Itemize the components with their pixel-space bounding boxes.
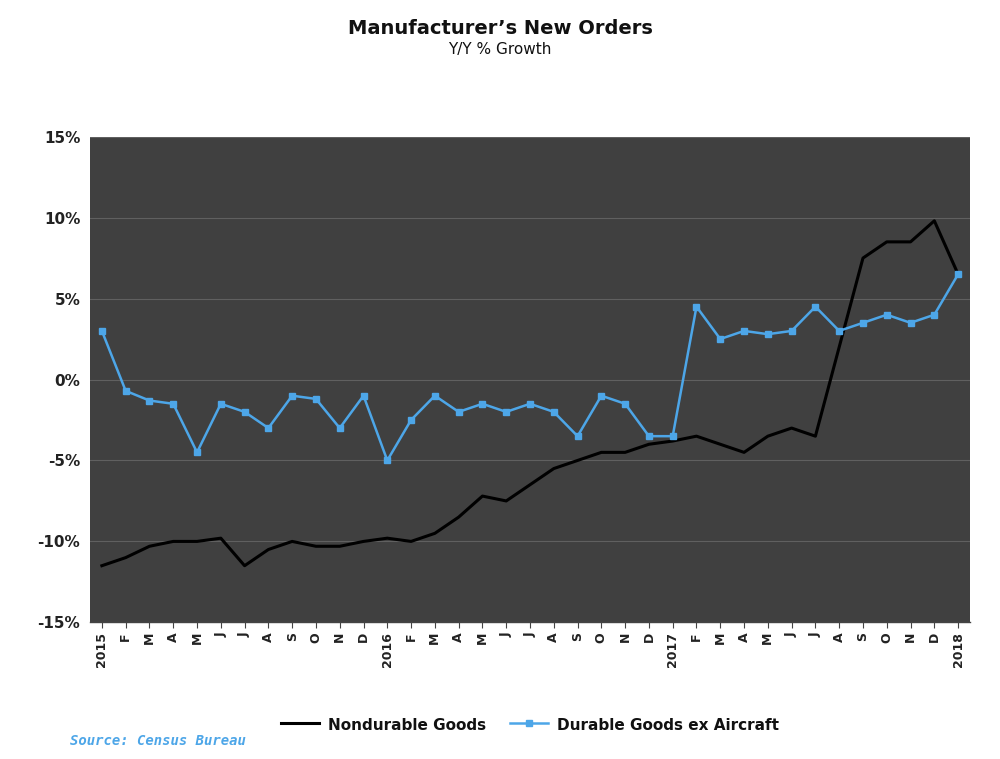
Durable Goods ex Aircraft [619, 399, 631, 408]
Nondurable Goods [334, 542, 346, 551]
Durable Goods ex Aircraft [857, 318, 869, 327]
Durable Goods ex Aircraft [215, 399, 227, 408]
Nondurable Goods [786, 424, 798, 433]
Durable Goods ex Aircraft [809, 302, 821, 311]
Text: Source: Census Bureau: Source: Census Bureau [70, 734, 246, 748]
Durable Goods ex Aircraft [643, 432, 655, 441]
Durable Goods ex Aircraft [905, 318, 917, 327]
Nondurable Goods [619, 448, 631, 457]
Nondurable Goods [952, 269, 964, 279]
Nondurable Goods [405, 537, 417, 546]
Nondurable Goods [572, 456, 584, 465]
Nondurable Goods [905, 238, 917, 247]
Nondurable Goods [524, 480, 536, 490]
Nondurable Goods [310, 542, 322, 551]
Nondurable Goods [191, 537, 203, 546]
Durable Goods ex Aircraft [524, 399, 536, 408]
Line: Nondurable Goods: Nondurable Goods [102, 221, 958, 565]
Durable Goods ex Aircraft [928, 310, 940, 320]
Durable Goods ex Aircraft [786, 326, 798, 335]
Durable Goods ex Aircraft [881, 310, 893, 320]
Nondurable Goods [286, 537, 298, 546]
Text: Manufacturer’s New Orders: Manufacturer’s New Orders [348, 19, 652, 38]
Durable Goods ex Aircraft [500, 408, 512, 417]
Nondurable Goods [738, 448, 750, 457]
Nondurable Goods [215, 534, 227, 543]
Durable Goods ex Aircraft [690, 302, 702, 311]
Durable Goods ex Aircraft [476, 399, 488, 408]
Nondurable Goods [714, 439, 726, 449]
Durable Goods ex Aircraft [595, 391, 607, 400]
Durable Goods ex Aircraft [667, 432, 679, 441]
Nondurable Goods [453, 512, 465, 521]
Legend: Nondurable Goods, Durable Goods ex Aircraft: Nondurable Goods, Durable Goods ex Aircr… [281, 717, 779, 732]
Durable Goods ex Aircraft [833, 326, 845, 335]
Durable Goods ex Aircraft [714, 335, 726, 344]
Nondurable Goods [690, 432, 702, 441]
Durable Goods ex Aircraft [334, 424, 346, 433]
Durable Goods ex Aircraft [358, 391, 370, 400]
Durable Goods ex Aircraft [762, 329, 774, 339]
Durable Goods ex Aircraft [262, 424, 274, 433]
Nondurable Goods [500, 496, 512, 505]
Nondurable Goods [262, 545, 274, 554]
Nondurable Goods [358, 537, 370, 546]
Line: Durable Goods ex Aircraft: Durable Goods ex Aircraft [99, 271, 961, 464]
Nondurable Goods [833, 342, 845, 351]
Nondurable Goods [96, 561, 108, 570]
Durable Goods ex Aircraft [191, 448, 203, 457]
Nondurable Goods [928, 216, 940, 225]
Nondurable Goods [476, 492, 488, 501]
Durable Goods ex Aircraft [453, 408, 465, 417]
Nondurable Goods [429, 529, 441, 538]
Durable Goods ex Aircraft [738, 326, 750, 335]
Nondurable Goods [167, 537, 179, 546]
Nondurable Goods [809, 432, 821, 441]
Durable Goods ex Aircraft [286, 391, 298, 400]
Durable Goods ex Aircraft [96, 326, 108, 335]
Nondurable Goods [548, 464, 560, 473]
Durable Goods ex Aircraft [429, 391, 441, 400]
Nondurable Goods [667, 436, 679, 446]
Durable Goods ex Aircraft [405, 415, 417, 424]
Durable Goods ex Aircraft [310, 395, 322, 404]
Durable Goods ex Aircraft [381, 456, 393, 465]
Nondurable Goods [857, 254, 869, 263]
Nondurable Goods [643, 439, 655, 449]
Text: Y/Y % Growth: Y/Y % Growth [448, 42, 552, 57]
Durable Goods ex Aircraft [572, 432, 584, 441]
Nondurable Goods [143, 542, 155, 551]
Durable Goods ex Aircraft [120, 386, 132, 395]
Nondurable Goods [239, 561, 251, 570]
Nondurable Goods [595, 448, 607, 457]
Durable Goods ex Aircraft [952, 269, 964, 279]
Durable Goods ex Aircraft [239, 408, 251, 417]
Durable Goods ex Aircraft [548, 408, 560, 417]
Durable Goods ex Aircraft [143, 396, 155, 405]
Nondurable Goods [381, 534, 393, 543]
Nondurable Goods [762, 432, 774, 441]
Nondurable Goods [120, 553, 132, 562]
Durable Goods ex Aircraft [167, 399, 179, 408]
Nondurable Goods [881, 238, 893, 247]
